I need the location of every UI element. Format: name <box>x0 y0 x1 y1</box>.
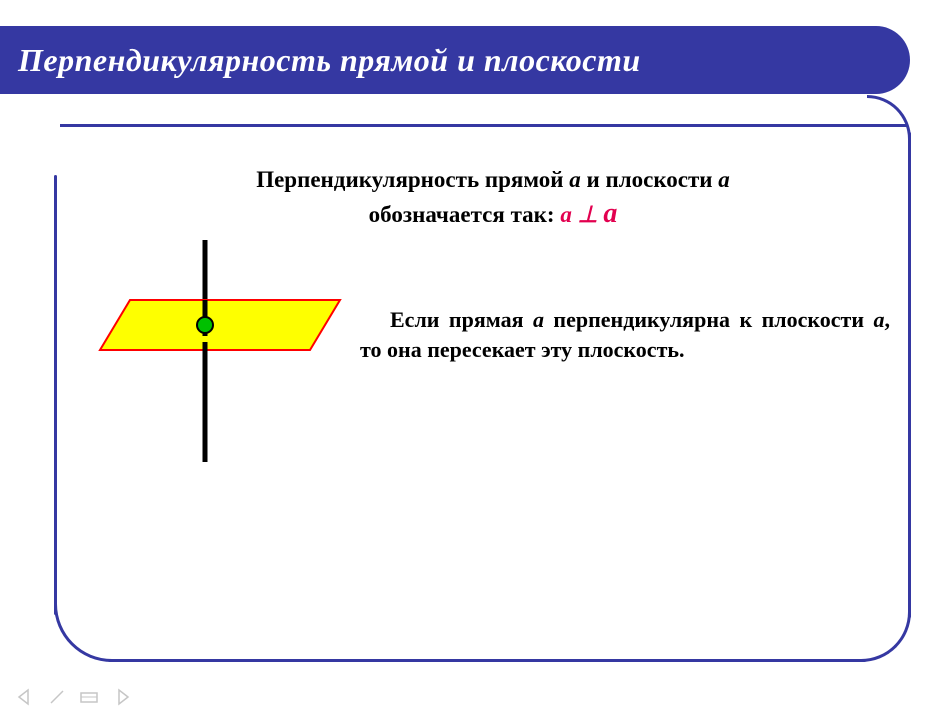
body-a: a <box>533 307 544 332</box>
slide: Перпендикулярность прямой и плоскости Пе… <box>0 0 949 720</box>
notation-alpha: a <box>603 198 617 229</box>
pen-icon[interactable] <box>48 688 66 706</box>
heading: Перпендикулярность прямой a и плоскости … <box>108 164 878 233</box>
body-alpha: a <box>874 307 885 332</box>
geometry-diagram <box>70 240 350 480</box>
next-slide-icon[interactable] <box>114 688 132 706</box>
nav-icons <box>16 688 132 706</box>
notation-perp: ⊥ <box>572 202 604 227</box>
frame-left <box>54 175 57 615</box>
title-text: Перпендикулярность прямой и плоскости <box>18 42 641 79</box>
prev-slide-icon[interactable] <box>16 688 34 706</box>
frame-bottom <box>108 659 866 662</box>
heading-line1-prefix: Перпендикулярность прямой <box>256 167 569 192</box>
heading-line1-mid: и плоскости <box>581 167 719 192</box>
plane <box>100 300 340 350</box>
intersection-point <box>197 317 213 333</box>
title-banner: Перпендикулярность прямой и плоскости <box>0 26 910 94</box>
menu-icon[interactable] <box>80 689 100 705</box>
frame-right <box>908 132 911 618</box>
body-text: Если прямая a перпендикулярна к плоскост… <box>360 305 890 364</box>
heading-line1-a: a <box>569 167 581 192</box>
heading-line2-prefix: обозначается так: <box>369 202 561 227</box>
frame-corner-top-right <box>867 95 911 139</box>
notation-a: a <box>560 202 572 227</box>
frame-corner-bottom-left <box>54 604 112 662</box>
banner-underline <box>60 124 908 127</box>
diagram-svg <box>70 240 350 480</box>
body-mid: перпендикулярна к плоскости <box>544 307 874 332</box>
notation: a ⊥ a <box>560 202 617 227</box>
frame-corner-bottom-right <box>861 612 911 662</box>
heading-line1-alpha: a <box>718 167 730 192</box>
body-prefix: Если прямая <box>390 307 533 332</box>
